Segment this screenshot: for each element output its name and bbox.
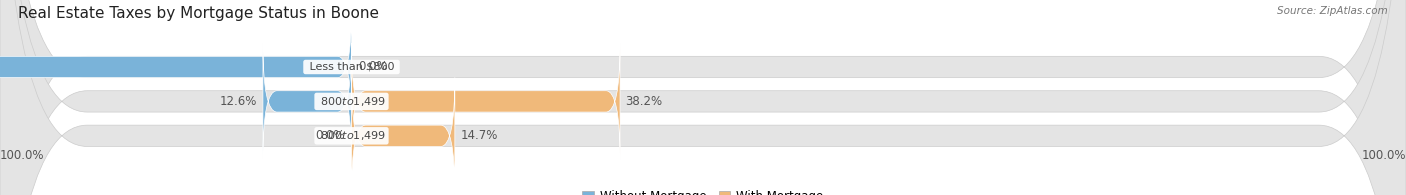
FancyBboxPatch shape: [352, 78, 456, 194]
Text: 100.0%: 100.0%: [1361, 149, 1406, 162]
Text: 14.7%: 14.7%: [461, 129, 498, 142]
Text: 100.0%: 100.0%: [0, 149, 45, 162]
Text: 0.0%: 0.0%: [359, 60, 388, 74]
Text: 12.6%: 12.6%: [219, 95, 257, 108]
FancyBboxPatch shape: [352, 43, 620, 160]
Text: 38.2%: 38.2%: [626, 95, 662, 108]
Text: $800 to $1,499: $800 to $1,499: [316, 95, 387, 108]
Text: Less than $800: Less than $800: [305, 62, 398, 72]
Text: Source: ZipAtlas.com: Source: ZipAtlas.com: [1277, 6, 1388, 16]
FancyBboxPatch shape: [263, 43, 352, 160]
FancyBboxPatch shape: [0, 9, 352, 125]
Legend: Without Mortgage, With Mortgage: Without Mortgage, With Mortgage: [582, 190, 824, 195]
Text: Real Estate Taxes by Mortgage Status in Boone: Real Estate Taxes by Mortgage Status in …: [18, 6, 380, 21]
Text: $800 to $1,499: $800 to $1,499: [316, 129, 387, 142]
Text: 0.0%: 0.0%: [315, 129, 344, 142]
